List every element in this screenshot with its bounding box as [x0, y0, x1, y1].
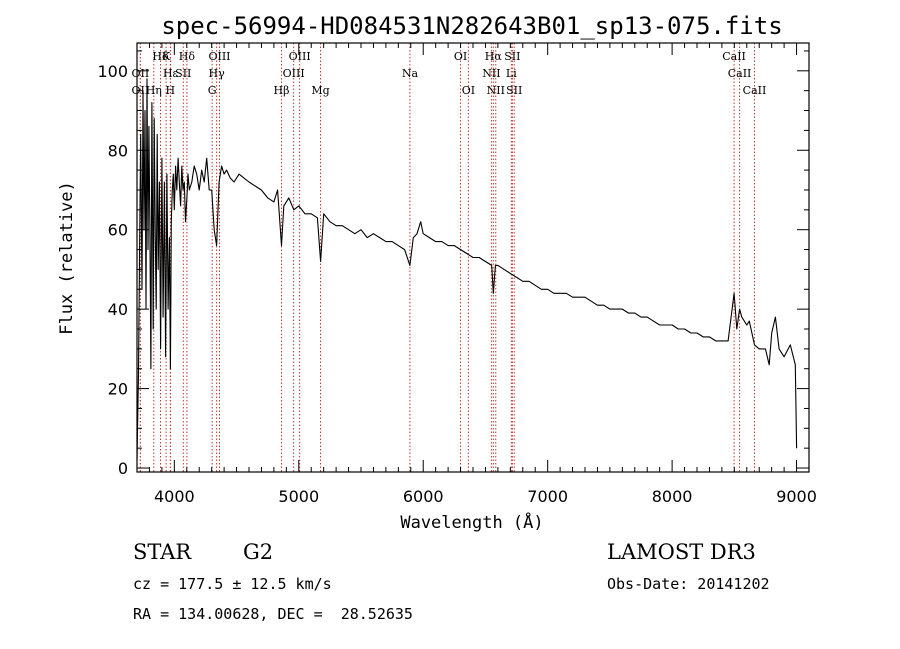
spectral-line-label: CaII: [728, 67, 752, 80]
object-class: STAR: [133, 540, 192, 564]
y-tick-label: 0: [118, 459, 128, 478]
survey-name: LAMOST DR3: [607, 540, 756, 564]
spectral-line-label: NII: [482, 67, 500, 80]
spectral-line-label: OI: [454, 50, 467, 63]
spectral-line-label: Hα: [485, 50, 503, 63]
x-tick-label: 4000: [154, 487, 195, 506]
spectral-line-label: CaII: [722, 50, 746, 63]
x-axis-label: Wavelength (Å): [400, 511, 543, 533]
spectral-line-label: Hβ: [274, 84, 290, 97]
y-axis-label: Flux (relative): [57, 181, 77, 335]
spectral-line-label: OIII: [289, 50, 311, 63]
spectrum-line: [136, 78, 798, 461]
spectral-line-label: Na: [402, 67, 419, 80]
spectral-line-label: G: [208, 84, 217, 97]
spectral-line-label: OI: [462, 84, 475, 97]
spectral-line-label: H: [166, 84, 176, 97]
spectral-line-label: Hδ: [179, 50, 196, 63]
spectral-line-label: K: [162, 50, 171, 63]
spectral-line-label: CaII: [743, 84, 767, 97]
x-tick-label: 5000: [278, 487, 319, 506]
y-tick-label: 80: [108, 141, 128, 160]
spectral-line-label: Hδ: [152, 50, 169, 63]
spectral-line-label: Li: [506, 67, 517, 80]
spectral-line-markers: [139, 43, 755, 472]
y-tick-label: 40: [108, 300, 128, 319]
x-tick-label: 7000: [527, 487, 568, 506]
x-tick-label: 9000: [776, 487, 817, 506]
spectral-line-label: OIII: [208, 50, 230, 63]
y-tick-label: 20: [108, 380, 128, 399]
object-subclass: G2: [243, 540, 274, 564]
spectral-line-label: NII: [487, 84, 505, 97]
spectral-line-label: OIII: [283, 67, 305, 80]
spectral-line-label: Hη: [146, 84, 162, 97]
spectral-line-label: Mg: [311, 84, 329, 97]
spectrum-chart: spec-56994-HD084531N282643B01_sp13-075.f…: [57, 12, 817, 533]
redshift-text: cz = 177.5 ± 12.5 km/s: [133, 575, 332, 593]
y-tick-label: 100: [97, 62, 128, 81]
spectral-line-label: SII: [504, 50, 520, 63]
x-tick-label: 6000: [403, 487, 444, 506]
spectral-line-label: OII: [132, 67, 150, 80]
spectral-line-label: SII: [506, 84, 522, 97]
y-axis-ticks: 0 20 40 60 80 100: [97, 50, 809, 478]
spectral-line-label: Hε: [163, 67, 179, 80]
x-axis-ticks: 4000 5000 6000 7000 8000 9000: [148, 43, 817, 506]
coordinates: RA = 134.00628, DEC = 28.52635: [133, 605, 413, 623]
spectral-line-label: Hγ: [209, 67, 226, 80]
obs-date: Obs-Date: 20141202: [607, 575, 770, 593]
chart-title: spec-56994-HD084531N282643B01_sp13-075.f…: [161, 12, 782, 40]
y-tick-label: 60: [108, 221, 128, 240]
x-tick-label: 8000: [652, 487, 693, 506]
spectral-line-label: SII: [175, 67, 191, 80]
